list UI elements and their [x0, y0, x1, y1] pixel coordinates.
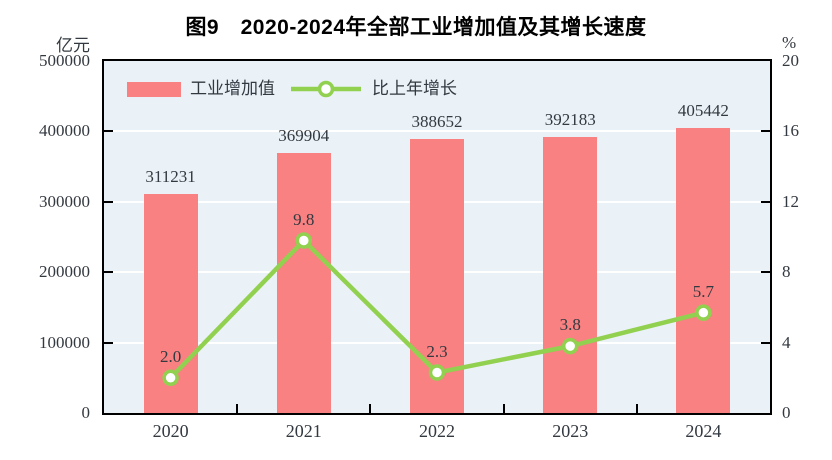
right-axis-tick — [761, 341, 770, 344]
right-axis-tick — [761, 271, 770, 274]
right-axis-tick-label: 4 — [782, 332, 791, 352]
gridline — [104, 130, 770, 133]
legend-label-line: 比上年增长 — [372, 79, 457, 98]
left-axis-tick — [104, 130, 113, 133]
chart-title: 图9 2020-2024年全部工业增加值及其增长速度 — [185, 16, 647, 39]
bar-value-label: 311231 — [145, 166, 196, 186]
bar-value-label: 405442 — [677, 100, 729, 120]
line-legend-swatch-icon — [291, 80, 361, 98]
line-marker — [561, 337, 579, 355]
left-axis-unit: 亿元 — [56, 36, 90, 55]
line-value-label: 9.8 — [293, 209, 315, 229]
left-axis-tick-label: 100000 — [39, 332, 90, 352]
right-axis-unit: % — [782, 33, 797, 52]
x-axis-tick — [502, 404, 505, 413]
x-axis-category-label: 2023 — [552, 421, 589, 441]
right-axis-tick-label: 16 — [782, 121, 799, 141]
left-axis-tick-label: 500000 — [39, 51, 90, 70]
line-value-label: 2.0 — [159, 346, 182, 366]
legend-item-bar: 工业增加值 — [127, 78, 275, 100]
right-axis-tick-label: 0 — [782, 403, 791, 422]
legend: 工业增加值 比上年增长 — [127, 78, 457, 100]
line-series — [162, 232, 712, 387]
right-axis-tick-label: 20 — [782, 51, 799, 70]
line-marker — [295, 232, 313, 249]
x-axis-category-label: 2024 — [685, 421, 722, 441]
bar-value-label: 388652 — [411, 112, 463, 132]
right-axis-tick — [761, 200, 770, 203]
plot-area: 311231 369904 388652 392183 405442 2.0 9.8 2.3 3… — [102, 59, 772, 415]
left-axis-tick-label: 200000 — [39, 262, 90, 282]
x-axis-category-label: 2021 — [285, 421, 322, 441]
bar-value-label: 392183 — [544, 109, 596, 129]
x-axis-category-label: 2020 — [152, 421, 189, 441]
bar — [276, 152, 331, 413]
left-axis-tick — [104, 341, 113, 344]
left-axis-tick-label: 400000 — [39, 121, 90, 141]
bar — [543, 136, 598, 413]
bar-value-label: 369904 — [278, 125, 330, 145]
line-value-label: 5.7 — [692, 281, 715, 301]
line-value-label: 3.8 — [559, 315, 581, 335]
x-axis-tick — [369, 404, 372, 413]
right-axis-tick-label: 8 — [782, 262, 791, 282]
legend-item-line: 比上年增长 — [289, 78, 457, 100]
line-marker — [162, 369, 179, 387]
bar — [676, 127, 731, 413]
x-axis-category-label: 2022 — [419, 421, 455, 441]
left-axis-tick — [104, 200, 113, 203]
left-axis-tick-label: 0 — [81, 403, 91, 422]
line-marker — [428, 364, 446, 381]
left-axis-tick — [104, 271, 113, 274]
x-axis-tick — [236, 404, 239, 413]
line-value-label: 2.3 — [426, 341, 448, 361]
bar-legend-swatch-icon — [127, 81, 181, 97]
line-marker — [695, 304, 712, 321]
legend-label-bar: 工业增加值 — [190, 79, 275, 98]
x-axis-tick — [635, 404, 638, 413]
right-axis-tick-label: 12 — [782, 191, 799, 211]
right-axis-tick — [761, 130, 770, 133]
left-axis-tick-label: 300000 — [39, 191, 90, 211]
